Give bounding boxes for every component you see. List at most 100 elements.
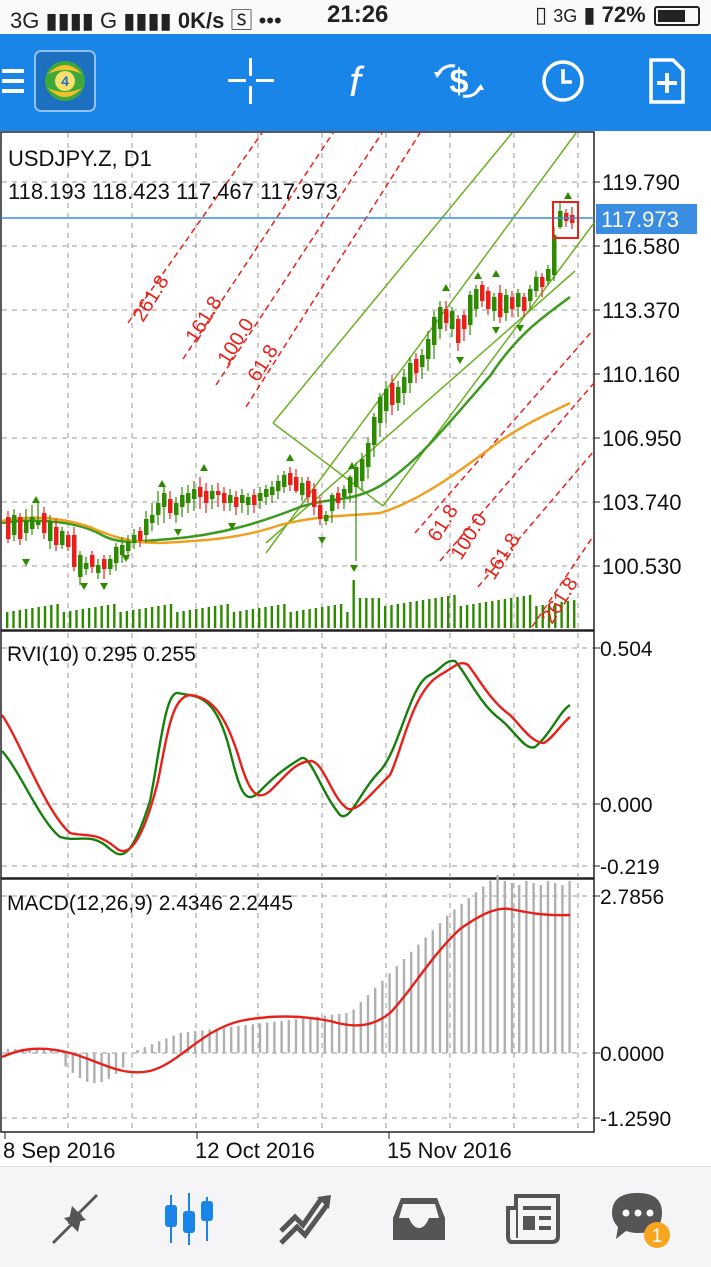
candle-body xyxy=(216,491,221,495)
candle-body xyxy=(54,527,59,545)
volume-bar xyxy=(554,603,557,628)
candle-body xyxy=(396,387,401,403)
messages-badge xyxy=(644,1222,670,1248)
candle-body xyxy=(192,489,197,499)
candle-body xyxy=(168,499,173,513)
new-order-icon[interactable] xyxy=(634,48,700,114)
candle-body xyxy=(516,293,521,307)
candle-body xyxy=(204,491,209,503)
volume-bar xyxy=(421,600,425,628)
volume-bar xyxy=(144,608,147,628)
rvi-pane-frame xyxy=(0,630,595,879)
candle-body xyxy=(348,477,353,493)
candle-body xyxy=(90,555,95,567)
candle-body xyxy=(426,339,431,359)
crosshair-icon[interactable] xyxy=(218,48,284,114)
candle-body xyxy=(492,297,497,311)
fractal-up-arrow xyxy=(158,480,166,487)
candle-body xyxy=(318,505,323,519)
candle-body xyxy=(138,531,143,541)
menu-icon[interactable] xyxy=(0,48,26,114)
volume-bar xyxy=(510,598,513,628)
candle-body xyxy=(198,487,203,497)
candle-body xyxy=(48,521,53,541)
function-icon[interactable]: f xyxy=(322,48,388,114)
battery-percent: 72% xyxy=(601,2,646,27)
candle-body xyxy=(510,297,515,309)
mt4-logo-icon[interactable]: 4 xyxy=(32,48,98,114)
svg-text:$: $ xyxy=(450,63,469,101)
candle-body xyxy=(450,311,455,329)
chart-area[interactable]: 261.8 161.8 100.0 61.8 61.8 100.0 161.8 261.8 U… xyxy=(0,131,711,1165)
rvi-title: RVI(10) 0.295 0.255 xyxy=(7,643,196,666)
volume-bar xyxy=(289,612,292,628)
fib-line-upper xyxy=(245,132,421,408)
candle-body xyxy=(384,389,389,411)
candle-body xyxy=(258,493,263,501)
ohlc-values: 118.193 118.423 117.467 117.973 xyxy=(8,179,338,204)
volume-bar xyxy=(283,604,286,628)
nav-news[interactable] xyxy=(498,1189,568,1249)
volume-bar xyxy=(87,608,91,628)
fractal-up-arrow xyxy=(442,284,450,291)
price-label: 110.160 xyxy=(602,362,680,387)
candle-body xyxy=(372,417,377,445)
symbol-refresh-icon[interactable]: $ xyxy=(426,48,492,114)
volume-bar xyxy=(188,610,192,628)
volume-bar xyxy=(333,605,336,628)
candle-body xyxy=(60,531,65,545)
nav-history[interactable] xyxy=(384,1189,454,1249)
candle-body xyxy=(456,319,461,343)
fractal-up-arrow xyxy=(286,454,294,461)
battery-icon xyxy=(654,6,700,26)
rvi-label: 0.000 xyxy=(600,794,653,817)
fib-line-upper xyxy=(182,132,334,360)
volume-bar xyxy=(409,602,412,628)
volume-bar xyxy=(18,610,21,628)
volume-bar xyxy=(503,599,507,628)
current-price-label: 117.973 xyxy=(601,207,679,232)
nav-messages[interactable]: 1 xyxy=(608,1189,678,1249)
candle-body xyxy=(240,495,245,503)
candle-body xyxy=(288,473,293,485)
candle-body xyxy=(84,563,89,569)
fractal-down-arrow xyxy=(516,325,524,332)
volume-bar xyxy=(346,612,349,628)
macd-signal-line xyxy=(1,907,571,1074)
volume-bar xyxy=(314,608,318,628)
volume-bar xyxy=(157,606,160,628)
candle-body xyxy=(180,495,185,507)
fib-line-lower xyxy=(414,328,595,534)
volume-bar xyxy=(138,609,141,628)
volume-bar xyxy=(270,606,273,628)
candle-body xyxy=(276,481,281,491)
volume-bar xyxy=(226,604,229,628)
nav-quotes[interactable] xyxy=(40,1189,110,1249)
fib-line-upper xyxy=(215,132,383,386)
signal-icon: ▮▮▮▮ xyxy=(45,8,94,33)
volume-bar xyxy=(94,607,97,628)
nav-chart[interactable] xyxy=(154,1189,224,1249)
volume-bar xyxy=(251,609,255,628)
price-scale: 119.790 116.580 113.370 110.160 106.950 103.7… xyxy=(594,170,682,579)
volume-bar xyxy=(195,609,198,628)
candlestick-icon xyxy=(165,1193,213,1245)
candle-body xyxy=(306,481,311,497)
candle-body xyxy=(420,355,425,367)
candle-body xyxy=(120,545,125,555)
clock-icon[interactable] xyxy=(530,48,596,114)
price-label: 103.740 xyxy=(602,490,682,515)
fractal-up-arrow xyxy=(564,192,572,199)
candle-body xyxy=(210,491,215,499)
candle-body xyxy=(414,359,419,373)
candle-body xyxy=(390,383,395,405)
volume-bar xyxy=(358,598,362,628)
trade-icon xyxy=(279,1195,331,1245)
candle-body xyxy=(528,289,533,301)
candle-body xyxy=(108,559,113,569)
volume-bar xyxy=(365,598,368,628)
candle-body xyxy=(312,489,317,507)
nav-trade[interactable] xyxy=(270,1189,340,1249)
